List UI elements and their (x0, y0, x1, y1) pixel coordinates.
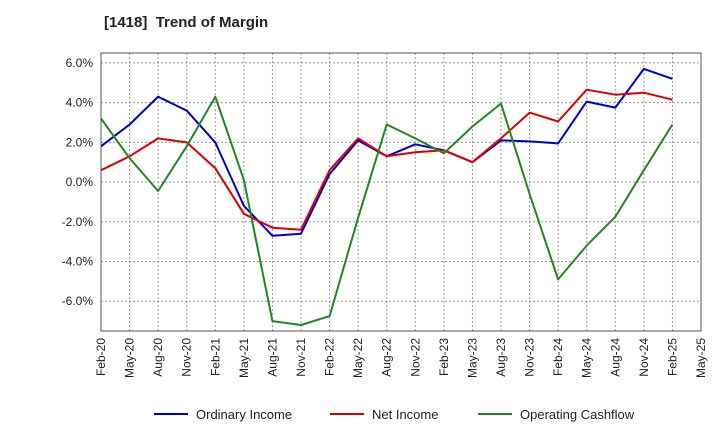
x-tick-label: Aug-21 (265, 338, 279, 377)
plot-frame (100, 52, 702, 332)
x-tick-label: Feb-25 (665, 338, 679, 376)
legend-label: Ordinary Income (196, 407, 292, 422)
x-tick-label: Feb-21 (208, 338, 222, 376)
y-tick-label: -4.0% (62, 255, 94, 269)
x-tick-label: May-21 (237, 338, 251, 378)
x-tick-label: May-23 (465, 338, 479, 378)
x-tick-label: Aug-20 (151, 338, 165, 377)
x-tick-label: May-22 (351, 338, 365, 378)
y-tick-label: 0.0% (66, 175, 94, 189)
y-axis-ticks: 6.0% 4.0% 2.0% 0.0% -2.0% -4.0% -6.0% (62, 56, 94, 308)
x-tick-label: Nov-21 (294, 338, 308, 377)
x-tick-label: Feb-23 (437, 338, 451, 376)
x-tick-label: Nov-20 (180, 338, 194, 377)
series-lines (100, 67, 674, 326)
legend: Ordinary Income Net Income Operating Cashf… (154, 407, 635, 422)
x-tick-label: Aug-24 (608, 338, 622, 377)
chart-title: [1418] Trend of Margin (104, 14, 269, 31)
y-tick-label: 2.0% (66, 135, 94, 149)
x-tick-label: Aug-23 (494, 338, 508, 377)
legend-label: Operating Cashflow (520, 407, 635, 422)
x-tick-label: Feb-22 (323, 338, 337, 376)
grid (100, 53, 702, 331)
x-tick-label: May-24 (580, 338, 594, 378)
y-tick-label: 4.0% (66, 96, 94, 110)
x-tick-label: Feb-24 (551, 338, 565, 376)
x-tick-label: Nov-23 (523, 338, 537, 377)
x-tick-label: May-25 (694, 338, 708, 378)
x-tick-label: Feb-20 (94, 338, 108, 376)
x-tick-label: Nov-24 (637, 338, 651, 377)
legend-label: Net Income (372, 407, 438, 422)
x-tick-label: Nov-22 (408, 338, 422, 377)
x-tick-label: May-20 (123, 338, 137, 378)
y-tick-label: -2.0% (62, 215, 94, 229)
series-line-operating-cashflow (100, 95, 674, 326)
y-tick-label: -6.0% (62, 294, 94, 308)
y-tick-label: 6.0% (66, 56, 94, 70)
x-axis-ticks: Feb-20 May-20 Aug-20 Nov-20 Feb-21 May-21 Aug-… (94, 338, 708, 378)
x-tick-label: Aug-22 (380, 338, 394, 377)
series-line-net-income (100, 88, 673, 231)
